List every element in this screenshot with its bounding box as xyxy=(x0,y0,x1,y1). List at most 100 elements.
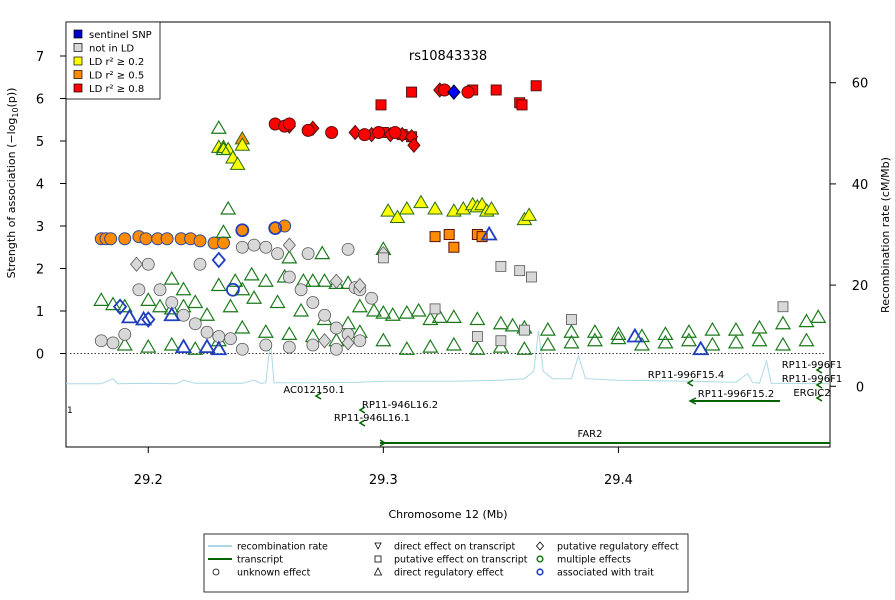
x-axis-label: Chromosome 12 (Mb) xyxy=(388,508,507,521)
ld-legend-label: not in LD xyxy=(89,44,134,55)
snp-point xyxy=(271,247,284,261)
snp-point xyxy=(422,311,439,326)
snp-point xyxy=(422,338,439,353)
snp-point xyxy=(314,245,331,260)
effect-legend-item: associated with trait xyxy=(536,568,654,579)
snp-point xyxy=(375,99,387,111)
snp-point xyxy=(210,340,228,356)
snp-point xyxy=(798,332,815,347)
x-tick-label: 29.3 xyxy=(369,473,398,488)
snp-point xyxy=(235,240,249,254)
effect-legend-label: transcript xyxy=(237,555,283,566)
snp-point xyxy=(301,247,315,261)
snp-point xyxy=(129,256,144,272)
y2-tick-label: 40 xyxy=(852,178,869,193)
snp-point xyxy=(132,283,146,297)
snp-point xyxy=(353,334,367,348)
effect-legend-item: direct effect on transcript xyxy=(374,542,515,553)
ld-legend: sentinel SNP not in LD LD r² ≥ 0.2 LD r² ≥ … xyxy=(65,21,161,100)
snp-point xyxy=(118,327,132,341)
snp-point xyxy=(163,336,180,351)
snp-point xyxy=(406,86,418,98)
snp-point xyxy=(163,300,180,315)
snp-point xyxy=(407,137,421,154)
gene-label: RP11-996F15.2 xyxy=(698,389,774,400)
snp-point xyxy=(727,334,745,349)
snp-point xyxy=(348,124,362,141)
snp-point xyxy=(365,302,382,317)
snp-point xyxy=(187,294,204,309)
snp-point xyxy=(727,321,745,336)
snp-point xyxy=(341,242,355,256)
effect-legend-item: multiple effects xyxy=(536,555,631,566)
effect-legend-label: unknown effect xyxy=(237,568,311,579)
snp-point xyxy=(657,334,674,349)
snp-point xyxy=(282,270,296,284)
chart-title: rs10843338 xyxy=(409,49,487,64)
effect-legend-label: putative effect on transcript xyxy=(394,555,528,566)
snp-point xyxy=(586,324,603,338)
snp-point xyxy=(94,334,108,348)
snp-point xyxy=(469,311,486,326)
snp-point xyxy=(495,260,507,272)
effect-legend-item: unknown effect xyxy=(212,568,311,579)
snp-point xyxy=(358,128,372,142)
snp-point xyxy=(151,298,169,313)
snp-point xyxy=(380,203,396,217)
snp-point xyxy=(235,342,249,356)
y-tick-label: 6 xyxy=(36,93,44,108)
effect-legend-item: recombination rate xyxy=(208,542,328,553)
y-tick-label: 5 xyxy=(36,135,44,150)
snp-point xyxy=(610,326,627,340)
snp-point xyxy=(384,307,401,321)
snp-point xyxy=(257,324,274,338)
gene-label: FAR2 xyxy=(578,429,603,440)
snp-point xyxy=(539,336,556,351)
x-axis: 29.2 29.3 29.4 xyxy=(134,447,633,488)
snp-point xyxy=(224,332,237,346)
snp-point xyxy=(437,83,451,97)
y-tick-label: 0 xyxy=(36,348,44,363)
gene-transcript: ERGIC2 xyxy=(793,388,831,402)
plot-frame xyxy=(65,21,831,448)
snp-point xyxy=(563,334,580,349)
snp-point xyxy=(526,271,537,283)
gene-transcript: FAR2 xyxy=(379,429,830,447)
snp-point xyxy=(139,232,153,246)
snp-point xyxy=(306,296,320,309)
gene-track-layer: AC012150.1 RP11-946L16.2 RP11-946L16.1 FAR2… xyxy=(67,360,842,447)
snp-point xyxy=(774,315,792,330)
snp-point xyxy=(304,273,321,287)
y-tick-label: 7 xyxy=(36,50,44,65)
snp-point xyxy=(461,85,475,99)
snp-point xyxy=(492,315,509,330)
snp-point xyxy=(293,302,310,317)
snp-point xyxy=(626,327,644,343)
snp-point xyxy=(325,126,339,139)
snp-point xyxy=(234,319,251,334)
snp-point xyxy=(340,315,357,330)
snp-point xyxy=(388,126,402,139)
snp-point xyxy=(429,303,441,315)
snp-point xyxy=(410,302,427,317)
snp-point xyxy=(306,338,320,352)
effect-legend-item: putative effect on transcript xyxy=(374,555,528,566)
snp-point xyxy=(341,335,355,351)
snp-point xyxy=(680,332,697,347)
snp-point xyxy=(210,277,227,292)
snp-point xyxy=(175,281,192,296)
snp-point xyxy=(398,341,415,355)
snp-point xyxy=(141,257,155,271)
snp-point xyxy=(566,314,577,325)
snp-point xyxy=(140,338,157,353)
snp-point xyxy=(329,342,343,356)
snp-point xyxy=(516,99,528,111)
y2-axis-label: Recombination rate (cM/Mb) xyxy=(879,157,892,313)
y-tick-label: 1 xyxy=(36,305,44,320)
y-axis-label-end: (p)) xyxy=(5,88,18,108)
snp-point xyxy=(106,336,120,350)
snp-point xyxy=(318,308,331,322)
snp-point xyxy=(427,201,443,215)
gene-transcript: RP11-996F1 xyxy=(782,374,842,389)
snp-point xyxy=(692,340,710,356)
